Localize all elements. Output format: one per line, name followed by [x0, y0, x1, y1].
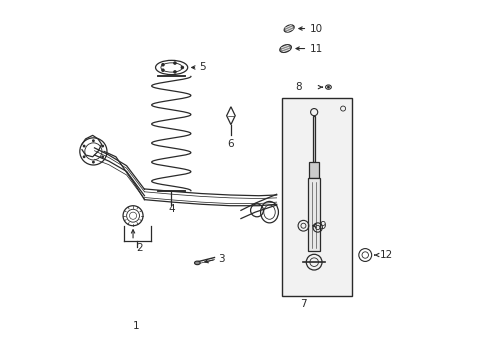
Circle shape [161, 63, 164, 67]
Bar [312, 116, 315, 162]
Text: 9: 9 [319, 221, 325, 231]
Text: 5: 5 [199, 63, 206, 72]
Ellipse shape [279, 45, 291, 53]
Circle shape [92, 139, 95, 142]
Circle shape [173, 70, 176, 74]
Text: 4: 4 [167, 203, 174, 213]
Text: 2: 2 [136, 243, 143, 253]
Bar [282, 98, 351, 296]
Circle shape [82, 145, 85, 148]
Circle shape [180, 66, 184, 69]
Circle shape [173, 61, 176, 65]
Text: 7: 7 [300, 299, 306, 309]
Text: 12: 12 [379, 250, 392, 260]
Circle shape [326, 86, 329, 89]
Ellipse shape [284, 25, 294, 32]
Ellipse shape [194, 261, 200, 265]
Text: 3: 3 [218, 254, 224, 264]
Bar [308, 162, 319, 178]
Text: 11: 11 [309, 44, 322, 54]
Text: 8: 8 [295, 82, 302, 92]
Circle shape [92, 161, 95, 163]
Bar [307, 178, 320, 251]
Text: 1: 1 [133, 321, 139, 332]
Circle shape [82, 156, 85, 158]
Text: 6: 6 [227, 139, 234, 149]
Text: 10: 10 [309, 23, 322, 33]
Circle shape [161, 68, 164, 72]
Circle shape [101, 156, 104, 158]
Circle shape [101, 145, 104, 148]
